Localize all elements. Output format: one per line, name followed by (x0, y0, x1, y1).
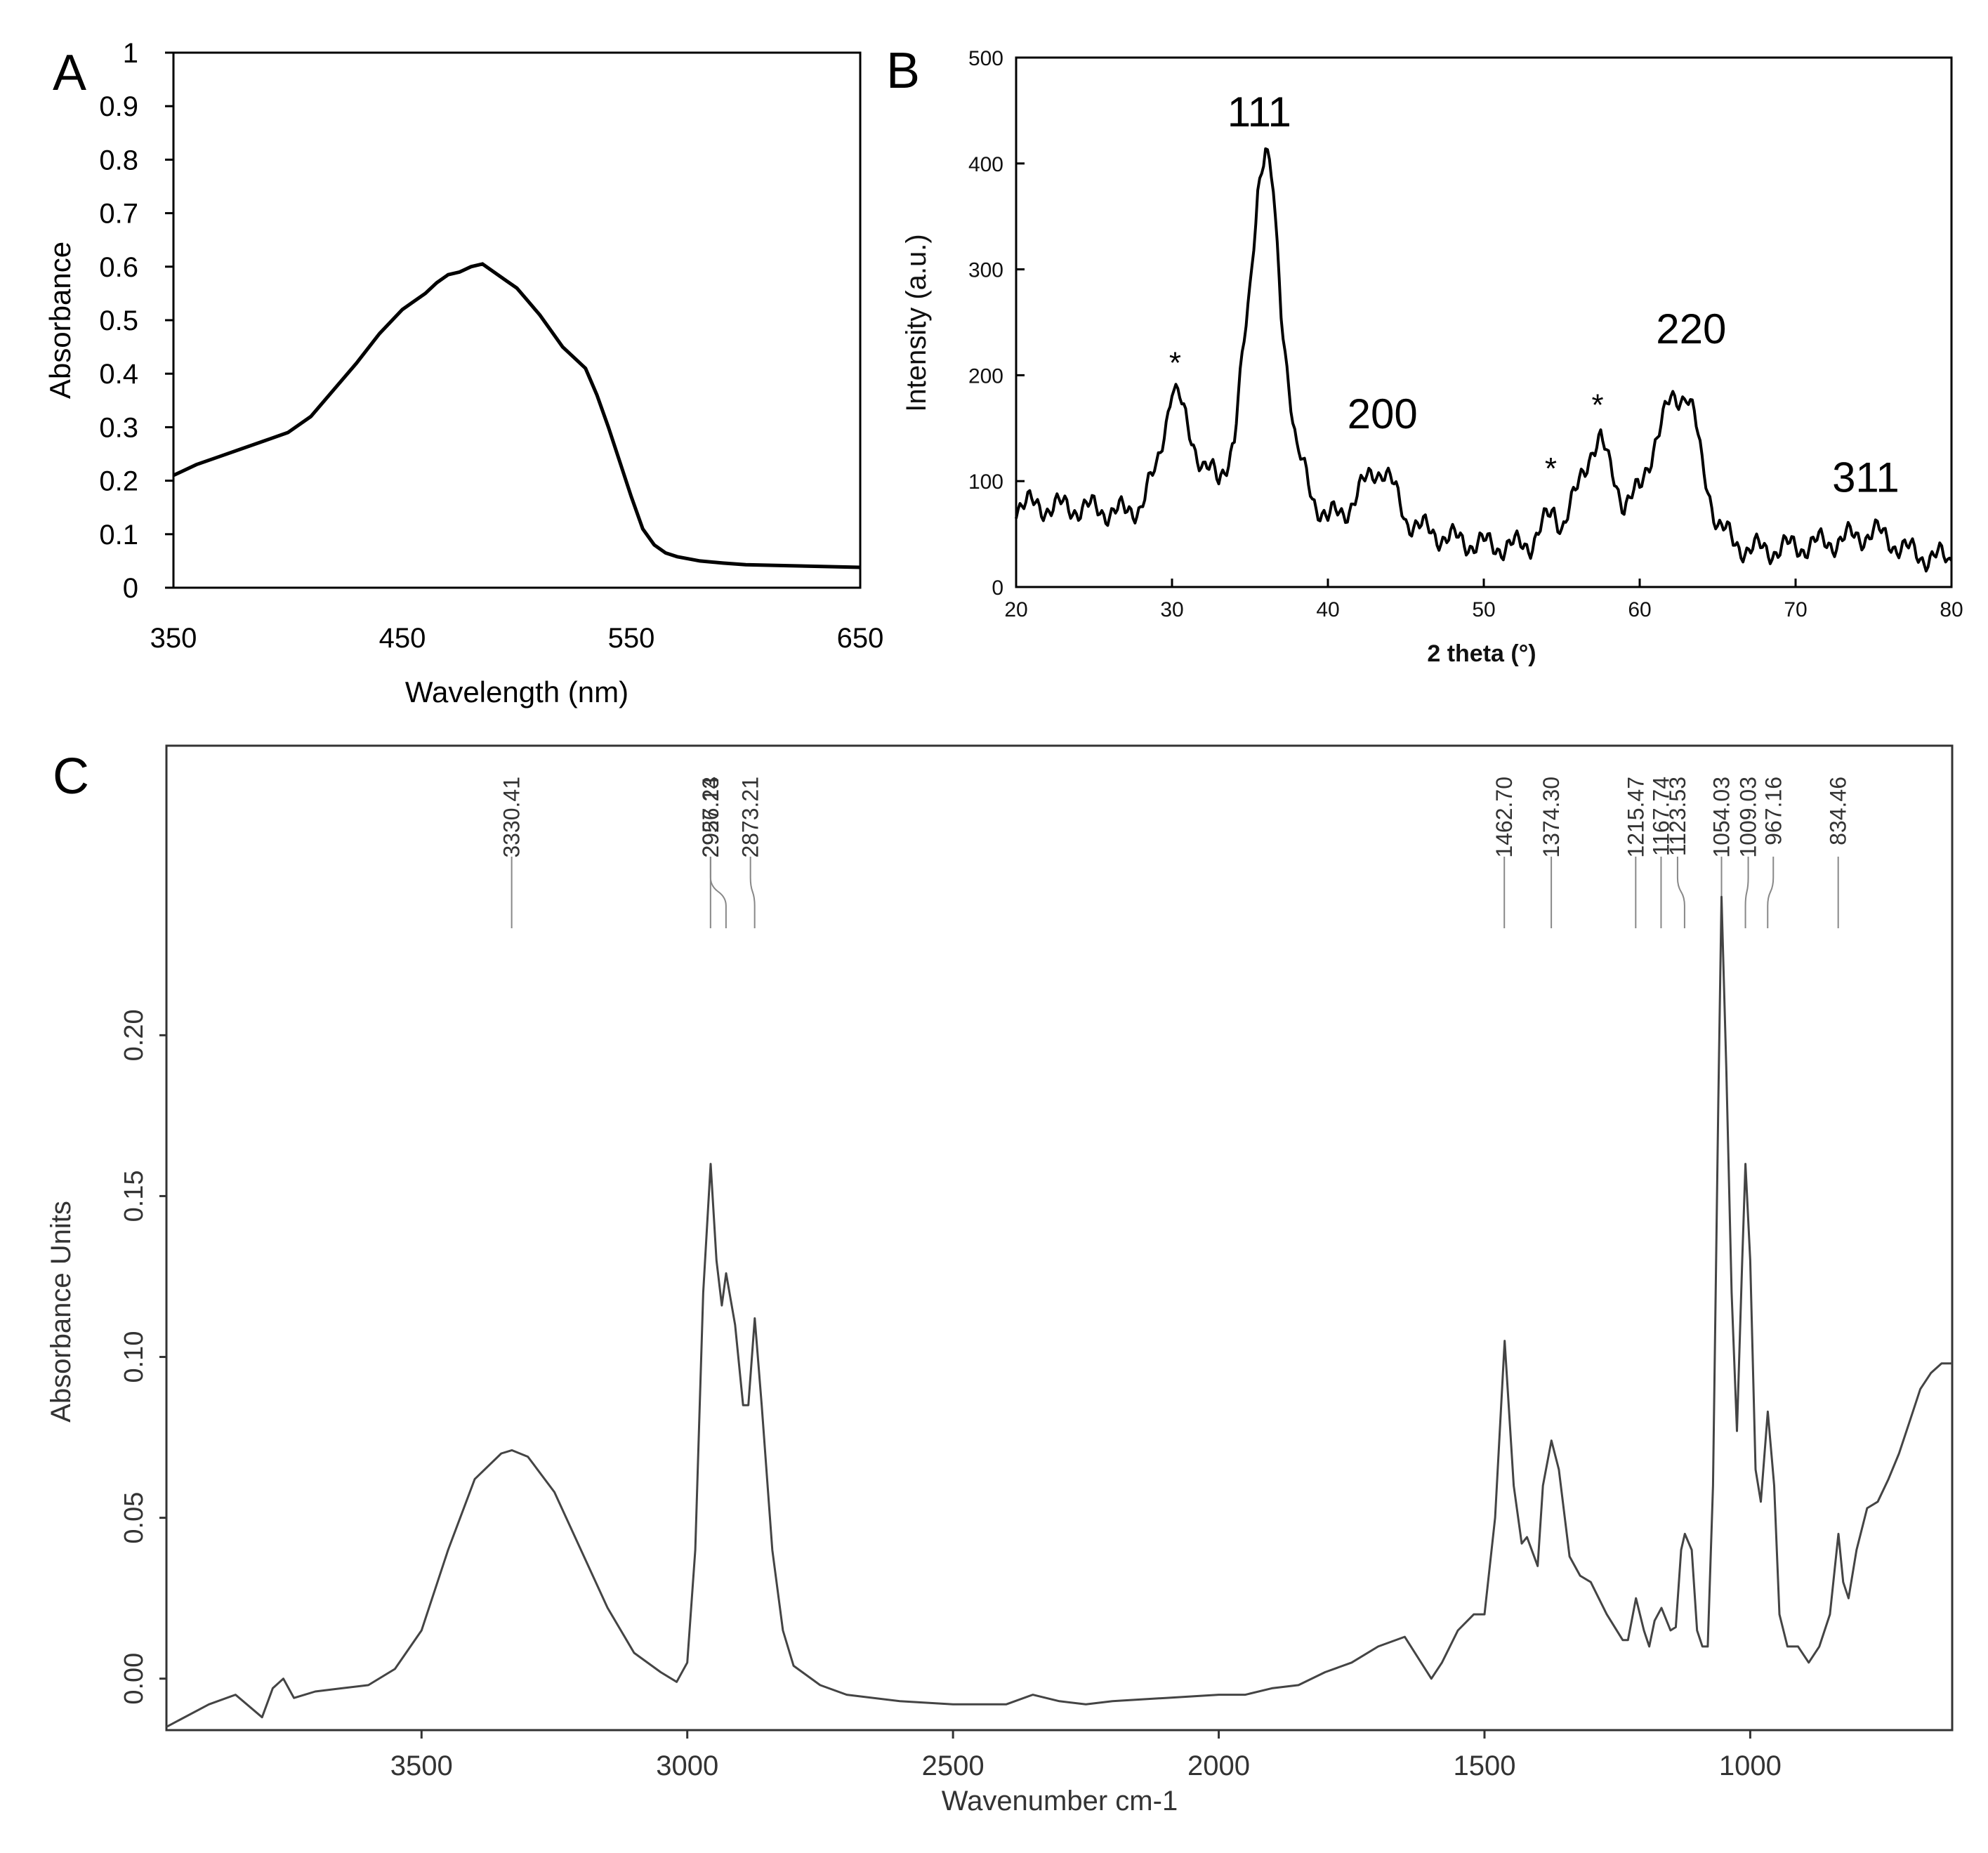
panel-b-y-ticks: 0 100 200 300 400 500 (968, 47, 1025, 600)
panel-a-y-tick-label: 0.7 (99, 199, 138, 230)
panel-b-label: B (886, 43, 920, 99)
panel-b-y-tick-label: 300 (968, 259, 1003, 282)
panel-b-x-tick-label: 40 (1316, 598, 1339, 621)
panel-c-x-tick-label: 3000 (656, 1750, 718, 1781)
panel-b-hkl-label: 200 (1348, 390, 1418, 437)
panel-c-peak-label: 1054.03 (1709, 777, 1734, 858)
panel-c-peak-label: 1167.74 (1648, 777, 1673, 856)
panel-a: A 0 0.1 0.2 0.3 0.4 0.5 0.6 0.7 0.8 0.9 1 350 450 55… (44, 38, 883, 708)
panel-a-y-tick-label: 0.5 (99, 305, 138, 336)
panel-c-x-tick-label: 1500 (1453, 1750, 1515, 1781)
panel-c: C 0.00 0.05 0.10 0.15 0.20 3500 3000 2500 2000 1… (46, 744, 1954, 1816)
panel-b-xrd-pattern (1015, 147, 1953, 573)
panel-c-x-ticks: 3500 3000 2500 2000 1500 1000 (390, 1730, 1782, 1781)
panel-c-peak-leader-line (1744, 857, 1749, 928)
panel-c-x-tick-label: 2000 (1187, 1750, 1250, 1781)
panel-c-ftir-spectrum (166, 895, 1952, 1728)
panel-c-y-tick-label: 0.15 (119, 1170, 149, 1222)
panel-a-y-tick-label: 0.9 (99, 91, 138, 122)
panel-c-peak-label: 1123.53 (1665, 777, 1690, 856)
panel-b-hkl-label: 311 (1832, 454, 1900, 501)
panel-c-peak-label: 2927.13 (698, 777, 723, 858)
panel-b-y-tick-label: 200 (968, 364, 1003, 388)
panel-b-y-tick-label: 500 (968, 47, 1003, 70)
panel-a-y-tick-label: 0.1 (99, 520, 138, 550)
panel-c-plot-frame (165, 744, 1954, 1732)
panel-b-peak-annotations: 111 200 220 311 * * * (1169, 88, 1900, 501)
panel-a-x-tick-label: 350 (150, 623, 197, 654)
panel-a-absorbance-curve (172, 262, 861, 569)
panel-c-peak-leader-line (709, 857, 727, 928)
panel-b-y-tick-label: 100 (968, 470, 1003, 494)
panel-a-x-tick-label: 650 (837, 623, 884, 654)
panel-c-y-tick-label: 0.05 (119, 1492, 149, 1544)
panel-a-y-tick-label: 0.3 (99, 412, 138, 443)
panel-c-peak-label: 2873.21 (738, 777, 763, 858)
panel-c-x-axis-label: Wavenumber cm-1 (942, 1786, 1178, 1816)
panel-c-peak-label: 2956.24 (698, 777, 723, 858)
panel-b-x-tick-label: 30 (1160, 598, 1183, 621)
panel-c-peak-leader-line (1767, 857, 1775, 928)
panel-c-peak-leader-line (1676, 857, 1685, 928)
panel-c-y-tick-label: 0.00 (119, 1653, 149, 1705)
panel-b-x-ticks: 20 30 40 50 60 70 80 (1004, 579, 1963, 621)
panel-b-impurity-marker: * (1169, 345, 1181, 380)
panel-b-plot-frame (1015, 56, 1953, 588)
panel-b: B 0 100 200 300 400 500 20 30 40 50 60 70 80 111 200… (886, 43, 1963, 667)
panel-c-y-axis-label: Absorbance Units (46, 1201, 77, 1423)
panel-a-y-tick-label: 0.6 (99, 252, 138, 283)
panel-c-y-tick-label: 0.10 (119, 1331, 149, 1383)
panel-a-x-tick-label: 550 (608, 623, 655, 654)
panel-b-impurity-marker: * (1545, 451, 1557, 486)
panel-c-peak-label: 1462.70 (1492, 777, 1517, 858)
panel-a-y-tick-label: 0 (123, 573, 138, 604)
panel-a-plot-frame (172, 51, 862, 589)
panel-c-peak-label: 967.16 (1760, 777, 1786, 845)
panel-c-y-ticks: 0.00 0.05 0.10 0.15 0.20 (119, 1009, 166, 1705)
panel-c-y-tick-label: 0.20 (119, 1009, 149, 1061)
panel-b-x-tick-label: 20 (1004, 598, 1027, 621)
panel-a-y-tick-label: 0.2 (99, 466, 138, 497)
panel-c-peak-label: 834.46 (1826, 777, 1851, 845)
panel-b-x-tick-label: 60 (1628, 598, 1651, 621)
panel-b-impurity-marker: * (1591, 388, 1603, 423)
panel-b-x-axis-label: 2 theta (°) (1427, 640, 1536, 667)
panel-b-y-axis-label: Intensity (a.u.) (901, 234, 932, 411)
panel-b-hkl-label: 111 (1227, 88, 1291, 136)
panel-a-x-axis-label: Wavelength (nm) (405, 675, 628, 708)
panel-b-y-tick-label: 0 (992, 576, 1003, 600)
panel-c-x-tick-label: 1000 (1719, 1750, 1782, 1781)
panel-a-y-tick-label: 0.8 (99, 145, 138, 176)
panel-c-peak-label: 1215.47 (1623, 777, 1648, 858)
panel-a-label: A (53, 45, 86, 101)
panel-a-y-ticks: 0 0.1 0.2 0.3 0.4 0.5 0.6 0.7 0.8 0.9 1 (99, 38, 173, 604)
panel-b-hkl-label: 220 (1656, 305, 1726, 352)
panel-b-x-tick-label: 70 (1784, 598, 1807, 621)
panel-b-x-tick-label: 50 (1472, 598, 1495, 621)
panel-c-peak-label: 1374.30 (1539, 777, 1564, 858)
panel-b-x-tick-label: 80 (1940, 598, 1963, 621)
panel-c-peak-leader-line (749, 857, 756, 928)
panel-a-y-axis-label: Absorbance (44, 242, 77, 399)
panel-c-peak-label: 1009.03 (1736, 777, 1761, 858)
panel-c-x-tick-label: 3500 (390, 1750, 453, 1781)
panel-c-label: C (53, 749, 89, 805)
panel-a-y-tick-label: 1 (123, 38, 138, 69)
panel-c-x-tick-label: 2500 (922, 1750, 985, 1781)
panel-a-x-tick-label: 450 (379, 623, 426, 654)
panel-a-y-tick-label: 0.4 (99, 359, 138, 390)
panel-b-y-tick-label: 400 (968, 153, 1003, 176)
panel-c-peak-label: 3330.41 (499, 777, 525, 858)
panel-a-x-ticks: 350 450 550 650 (150, 623, 884, 654)
